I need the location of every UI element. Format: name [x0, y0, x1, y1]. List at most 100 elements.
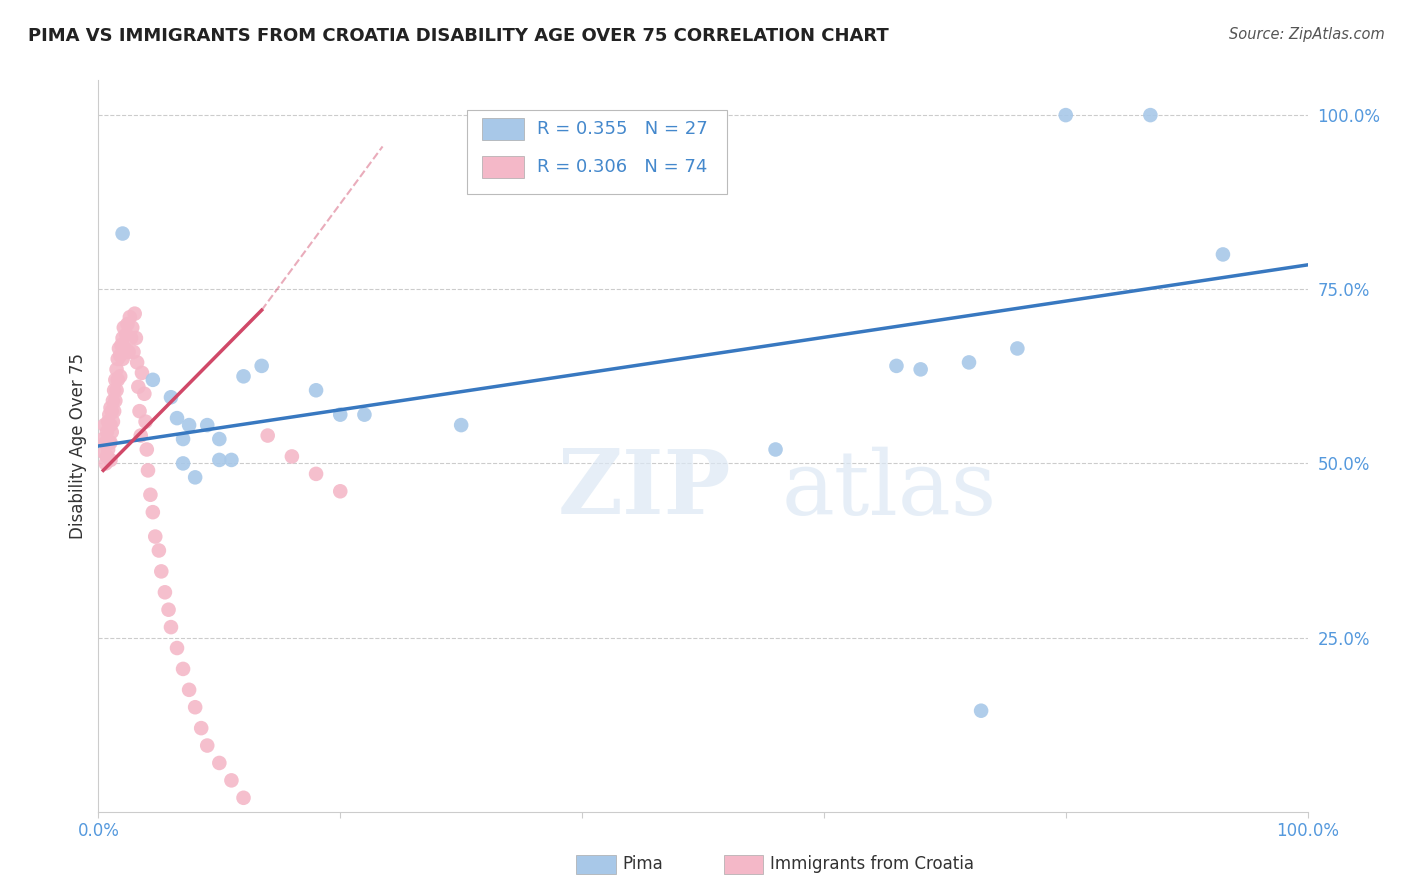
Point [134, 386, 156, 401]
Point [122, 345, 145, 359]
Point [128, 404, 150, 418]
Point [195, 739, 218, 753]
Point [232, 790, 254, 805]
Point [96, 450, 118, 464]
Point [114, 342, 136, 356]
Point [100, 453, 122, 467]
Point [97, 415, 120, 429]
Point [1139, 108, 1161, 122]
Point [103, 404, 125, 418]
Point [97, 442, 120, 457]
Point [127, 380, 149, 394]
Point [136, 463, 159, 477]
Point [910, 362, 932, 376]
Point [353, 408, 375, 422]
Point [166, 640, 188, 655]
Point [100, 418, 122, 433]
Point [160, 620, 183, 634]
Text: R = 0.306   N = 74: R = 0.306 N = 74 [537, 158, 707, 176]
Point [107, 373, 129, 387]
Point [329, 484, 352, 499]
Point [184, 700, 207, 714]
Point [184, 470, 207, 484]
Point [221, 453, 243, 467]
Y-axis label: Disability Age Over 75: Disability Age Over 75 [69, 353, 87, 539]
Text: PIMA VS IMMIGRANTS FROM CROATIA DISABILITY AGE OVER 75 CORRELATION CHART: PIMA VS IMMIGRANTS FROM CROATIA DISABILI… [28, 27, 889, 45]
Point [135, 442, 157, 457]
Point [886, 359, 908, 373]
Point [110, 338, 132, 352]
Point [105, 362, 128, 376]
Point [96, 425, 118, 439]
Point [232, 369, 254, 384]
Point [1212, 247, 1234, 261]
Point [172, 457, 194, 471]
Point [100, 404, 122, 418]
Point [172, 432, 194, 446]
Point [91, 432, 114, 446]
Point [115, 327, 138, 342]
Point [94, 457, 117, 471]
Point [121, 320, 143, 334]
Point [450, 418, 472, 433]
Text: Source: ZipAtlas.com: Source: ZipAtlas.com [1229, 27, 1385, 42]
Point [131, 366, 153, 380]
Point [120, 331, 142, 345]
Point [118, 310, 141, 325]
Point [157, 603, 180, 617]
Point [250, 359, 273, 373]
Point [305, 384, 328, 398]
Point [142, 505, 165, 519]
Point [111, 227, 134, 241]
Point [135, 415, 157, 429]
Point [112, 320, 135, 334]
Point [221, 773, 243, 788]
Point [179, 682, 201, 697]
Point [256, 428, 278, 442]
Point [105, 384, 128, 398]
Point [111, 331, 134, 345]
FancyBboxPatch shape [467, 110, 727, 194]
Point [104, 373, 127, 387]
Point [127, 355, 149, 369]
Point [305, 467, 328, 481]
Point [118, 345, 141, 359]
Point [765, 442, 787, 457]
Point [329, 408, 352, 422]
Point [208, 453, 231, 467]
Point [100, 401, 122, 415]
Point [208, 432, 231, 446]
Point [143, 530, 166, 544]
Point [117, 317, 139, 331]
Point [166, 411, 188, 425]
Point [101, 415, 124, 429]
Point [108, 342, 131, 356]
Text: atlas: atlas [782, 446, 997, 533]
Text: Pima: Pima [623, 855, 664, 873]
Point [93, 418, 115, 433]
Point [98, 408, 121, 422]
Point [153, 585, 176, 599]
Point [93, 446, 115, 460]
Point [108, 369, 131, 384]
Point [129, 428, 152, 442]
Point [100, 435, 122, 450]
Point [104, 393, 127, 408]
Point [100, 425, 122, 439]
Point [139, 488, 162, 502]
Point [142, 373, 165, 387]
FancyBboxPatch shape [482, 155, 524, 178]
Point [150, 565, 173, 579]
Point [970, 704, 993, 718]
Point [1007, 342, 1029, 356]
Point [160, 390, 183, 404]
Point [179, 418, 201, 433]
Point [124, 307, 146, 321]
Text: ZIP: ZIP [558, 446, 731, 533]
Point [148, 543, 170, 558]
Text: Immigrants from Croatia: Immigrants from Croatia [770, 855, 974, 873]
Point [101, 393, 124, 408]
Point [108, 348, 131, 362]
Point [190, 721, 212, 735]
Point [98, 435, 121, 450]
